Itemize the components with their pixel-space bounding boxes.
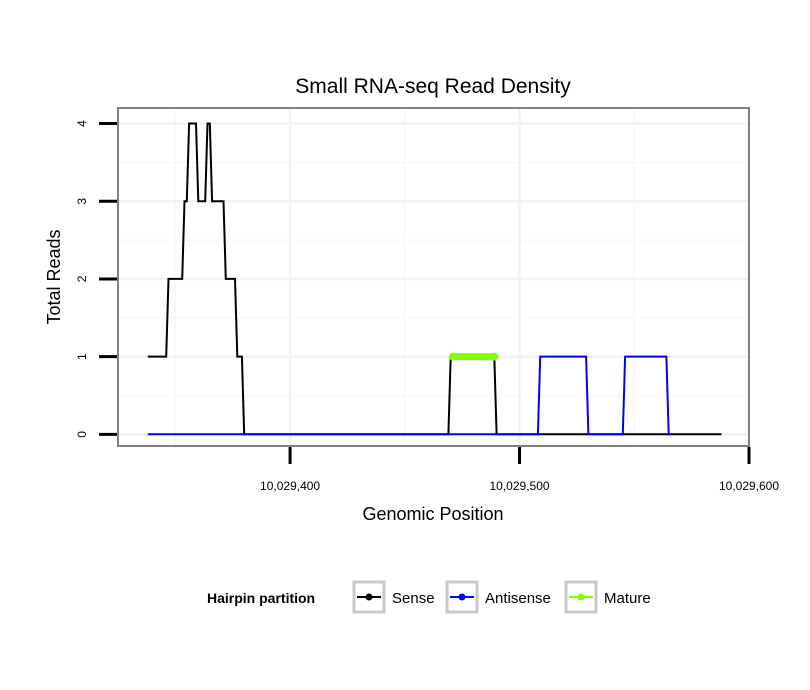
y-tick-label: 4	[75, 120, 89, 127]
legend-label-mature: Mature	[604, 590, 651, 607]
legend-key-point	[577, 593, 585, 601]
series-point-mature	[449, 352, 458, 361]
legend-label-sense: Sense	[392, 590, 435, 607]
series-point-mature	[490, 352, 499, 361]
y-tick-label: 2	[75, 275, 89, 282]
x-axis-title: Genomic Position	[362, 504, 503, 524]
legend-key-point	[365, 593, 373, 601]
legend: Hairpin partition Sense Antisense Mature	[207, 580, 651, 614]
legend-label-antisense: Antisense	[485, 590, 551, 607]
series-layer	[147, 122, 722, 436]
series-line-antisense	[147, 355, 671, 436]
y-axis-title: Total Reads	[44, 229, 64, 324]
chart-title: Small RNA-seq Read Density	[295, 75, 571, 98]
x-tick-label: 10,029,500	[490, 479, 550, 493]
legend-key-point	[458, 593, 466, 601]
series-line-sense	[147, 122, 722, 436]
y-tick-label: 1	[75, 353, 89, 360]
x-tick-label: 10,029,600	[719, 479, 779, 493]
y-axis: 0 1 2 3 4	[75, 120, 117, 438]
x-tick-label: 10,029,400	[260, 479, 320, 493]
x-axis: 10,029,400 10,029,500 10,029,600	[260, 447, 779, 493]
plot-panel	[117, 107, 750, 447]
grid-lines	[118, 108, 751, 446]
y-tick-label: 0	[75, 431, 89, 438]
y-tick-label: 3	[75, 198, 89, 205]
legend-title: Hairpin partition	[207, 590, 315, 606]
